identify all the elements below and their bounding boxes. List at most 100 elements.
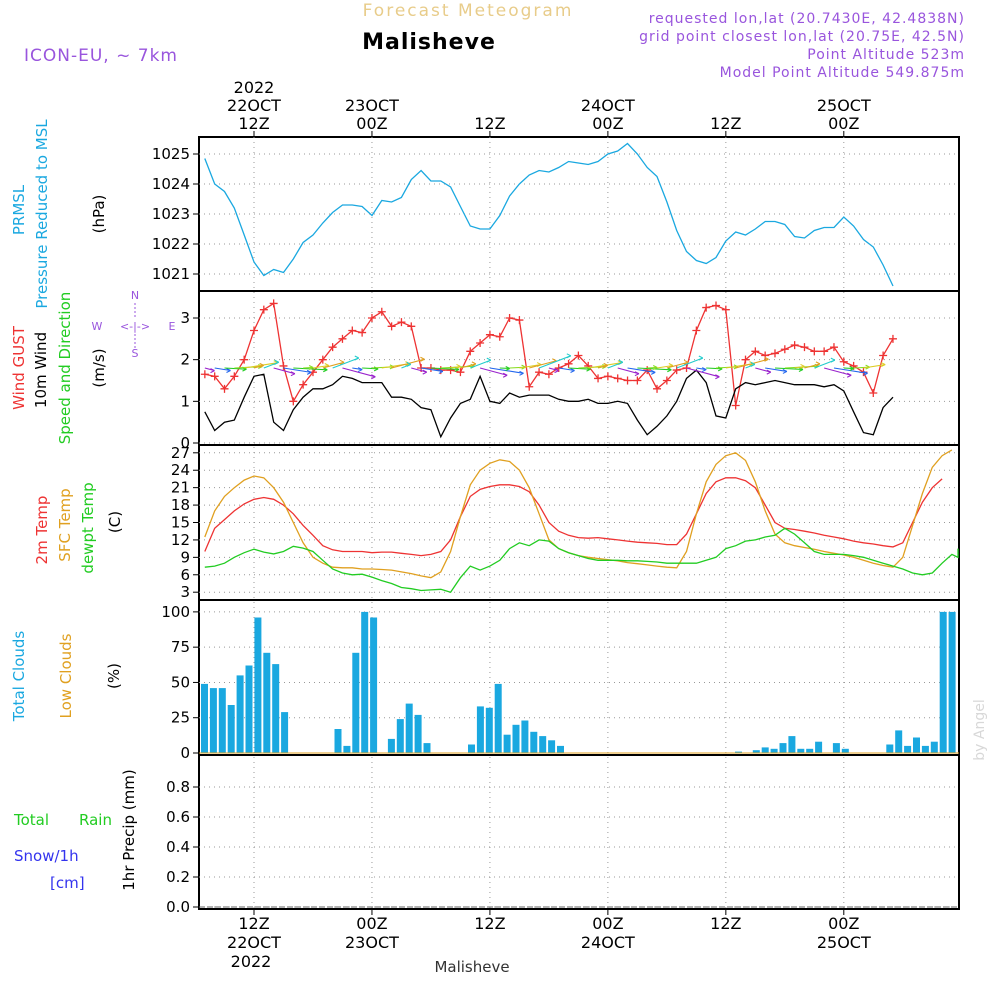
- y-tick-label: 0: [180, 434, 190, 452]
- wind-arrowhead: [570, 368, 575, 373]
- total-cloud-bar: [832, 743, 840, 753]
- supertitle: Forecast Meteogram: [363, 1, 574, 21]
- temp-sfc-label: SFC Temp: [56, 488, 74, 561]
- gust-marker: [495, 332, 504, 341]
- low-clouds-label: Low Clouds: [57, 633, 75, 718]
- y-tick-label: 6: [180, 566, 190, 584]
- top-hour-label: 12Z: [710, 114, 741, 133]
- gust-marker: [535, 368, 544, 377]
- bottom-hour-label: 12Z: [474, 914, 505, 933]
- gust-marker: [731, 401, 740, 410]
- wind-arrow: [558, 367, 575, 372]
- wind-arrowhead: [456, 363, 461, 369]
- total-cloud-bar: [414, 714, 422, 753]
- total-cloud-bar: [485, 707, 493, 753]
- y-tick-label: 0.0: [166, 898, 190, 916]
- wind-arrow: [627, 367, 656, 373]
- y-tick-label: 0.6: [166, 808, 190, 826]
- model-altitude: Model Point Altitude 549.875m: [720, 65, 965, 81]
- wind-arrow: [214, 367, 231, 372]
- requested-coords: requested lon,lat (20.7430E, 42.4838N): [649, 11, 965, 27]
- temp-unit: (C): [106, 511, 124, 533]
- gust-marker: [289, 397, 298, 406]
- bottom-year: 2022: [231, 952, 272, 971]
- y-tick-label: 0.8: [166, 778, 190, 796]
- gust-marker: [250, 326, 258, 335]
- total-cloud-bar: [281, 712, 289, 753]
- top-date-label: 22OCT: [227, 96, 281, 115]
- top-date-label: 25OCT: [817, 96, 871, 115]
- total-cloud-bar: [913, 737, 920, 753]
- wind-arrow: [706, 367, 723, 370]
- page-title: Malisheve: [362, 30, 496, 55]
- wind-arrowhead: [618, 359, 624, 365]
- pressure-label-2: Pressure Reduced to MSL: [33, 119, 51, 309]
- top-year: 2022: [234, 78, 275, 97]
- total-cloud-bar: [530, 731, 538, 753]
- wind-gust-label: Wind GUST: [10, 325, 28, 410]
- total-cloud-bar: [494, 683, 502, 753]
- wind-arrowhead: [306, 369, 312, 375]
- bottom-date-label: 22OCT: [227, 933, 281, 952]
- total-cloud-bar: [334, 729, 342, 753]
- total-cloud-bar: [254, 617, 262, 753]
- wind-arrow: [342, 367, 376, 378]
- bottom-hour-label: 12Z: [710, 914, 741, 933]
- wind-arrowhead: [701, 367, 707, 373]
- wind-arrow: [686, 367, 720, 378]
- wind-arrow: [666, 361, 689, 369]
- gust-marker: [456, 368, 465, 377]
- wind-arrow: [823, 367, 852, 376]
- total-cloud-bar: [815, 741, 823, 753]
- wind-arrowhead: [486, 357, 492, 363]
- wind-arrowhead: [308, 364, 314, 370]
- bottom-date-label: 23OCT: [345, 933, 399, 952]
- gust-marker: [200, 370, 209, 379]
- panel-frame-4: [198, 754, 960, 910]
- wind-arrowhead: [354, 355, 360, 361]
- wind-arrow: [499, 367, 510, 370]
- bottom-date-label: 25OCT: [817, 933, 871, 952]
- gust-marker: [888, 334, 897, 343]
- snow-unit-label: [cm]: [50, 874, 85, 892]
- y-tick-label: 2: [180, 351, 190, 369]
- wind-arrowhead: [210, 368, 215, 374]
- gust-line: [204, 302, 894, 406]
- gust-marker: [810, 347, 819, 356]
- total-cloud-bar: [948, 611, 956, 753]
- total-cloud-bar: [788, 736, 796, 753]
- gust-marker: [525, 382, 534, 391]
- wind-arrowhead: [846, 372, 852, 378]
- snow-label: Snow/1h: [14, 847, 79, 865]
- gust-marker: [210, 372, 219, 381]
- wind-arrowhead: [782, 368, 788, 374]
- wind-arrow: [843, 367, 854, 370]
- wind-arrowhead: [849, 366, 855, 372]
- wind-arrow: [322, 361, 345, 369]
- gust-marker: [761, 351, 770, 360]
- wind-arrow: [676, 357, 704, 369]
- wind-arrowhead: [863, 370, 868, 376]
- wind-arrowhead: [652, 364, 658, 370]
- wind-arrow: [283, 367, 312, 373]
- model-label: ICON-EU, ~ 7km: [24, 46, 178, 66]
- wind-arrow: [529, 360, 557, 369]
- precip-ylabel: 1hr Precip (mm): [120, 769, 138, 890]
- gust-marker: [505, 314, 514, 322]
- gust-marker: [240, 355, 249, 364]
- gust-marker: [338, 334, 347, 343]
- gust-marker: [712, 301, 721, 310]
- gust-marker: [220, 384, 229, 393]
- wind-arrowhead: [750, 361, 756, 367]
- y-tick-label: 3: [180, 309, 190, 327]
- wind-arrowhead: [274, 359, 280, 365]
- total-cloud-bar: [236, 675, 244, 753]
- total-cloud-bar: [521, 720, 529, 753]
- wind-arrow: [421, 367, 443, 372]
- bottom-date-label: 24OCT: [581, 933, 635, 952]
- total-cloud-bar: [370, 617, 378, 753]
- total-cloud-bar: [735, 751, 742, 753]
- wind-unit: (m/s): [90, 348, 108, 387]
- total-cloud-bar: [245, 665, 253, 753]
- y-tick-label: 21: [171, 479, 190, 497]
